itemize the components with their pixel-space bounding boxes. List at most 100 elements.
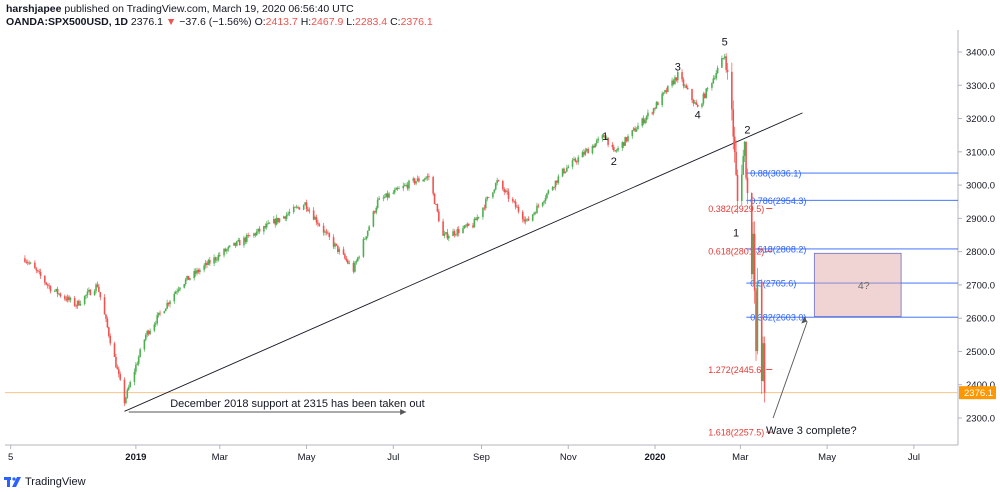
candle-body — [217, 254, 220, 260]
candle-body — [127, 387, 130, 390]
candle-body — [204, 262, 207, 266]
candle-body — [504, 190, 507, 192]
high-value: 2467.9 — [311, 16, 344, 28]
candle-body — [365, 236, 368, 239]
candle-body — [135, 364, 137, 372]
price-tick-label: 3100.0 — [966, 147, 995, 158]
candle-body — [48, 285, 50, 287]
candle-body — [392, 192, 395, 194]
time-tick-label: Mar — [732, 452, 748, 463]
candle-body — [169, 301, 171, 305]
candle-body — [193, 271, 195, 279]
candle-body — [533, 212, 535, 215]
time-tick-label: Nov — [560, 452, 577, 463]
price-axis[interactable]: 2300.0 2400.0 2500.0 2600.0 2700.0 2800.0 2900… — [957, 30, 996, 445]
candle-body — [315, 217, 318, 223]
candle-body — [686, 88, 689, 90]
candle-body — [236, 241, 238, 246]
wave-count-label: 1 — [602, 131, 608, 143]
candle-body — [176, 291, 178, 292]
author-name[interactable]: harshjapee — [6, 3, 62, 15]
candle-body — [76, 300, 79, 307]
candle-body — [705, 88, 708, 98]
candle-body — [375, 207, 378, 213]
candle-body — [507, 191, 510, 199]
time-tick-label: May — [298, 452, 316, 463]
candle-body — [334, 243, 336, 247]
candle-body — [318, 224, 321, 226]
candle-body — [46, 284, 49, 286]
candle-body — [462, 228, 464, 234]
candles-series — [24, 53, 766, 407]
candle-body — [467, 223, 470, 226]
candle-body — [113, 343, 116, 357]
candle-body — [115, 356, 117, 368]
open-value: 2413.7 — [265, 16, 298, 28]
candle-body — [65, 298, 67, 301]
tradingview-footer[interactable]: TradingView — [4, 474, 86, 490]
close-value: 2376.1 — [400, 16, 433, 28]
candle-body — [355, 261, 358, 263]
candle-body — [312, 210, 315, 220]
candle-body — [244, 237, 247, 242]
candle-body — [166, 302, 168, 309]
candle-body — [322, 225, 325, 233]
candle-body — [337, 245, 339, 252]
candle-body — [234, 242, 237, 246]
candle-body — [624, 137, 626, 146]
candle-body — [551, 187, 554, 191]
candle-body — [601, 135, 604, 139]
candle-body — [324, 231, 326, 233]
candle-body — [55, 288, 58, 291]
candle-body — [88, 289, 90, 292]
candle-body — [265, 223, 268, 228]
candle-body — [735, 151, 737, 175]
candle-body — [302, 205, 305, 210]
candle-body — [652, 108, 655, 114]
candle-body — [438, 211, 440, 222]
time-axis[interactable]: 5 2019 Mar May Jul Sep Nov 2020 Mar May Jul — [5, 444, 958, 463]
candle-body — [691, 89, 693, 100]
candle-body — [227, 246, 230, 250]
candle-body — [119, 374, 122, 380]
candle-body — [422, 179, 424, 182]
wave4-box-label: 4? — [858, 280, 870, 292]
candle-body — [657, 102, 659, 106]
candle-body — [726, 69, 729, 72]
candle-body — [425, 177, 427, 180]
candle-body — [716, 67, 719, 74]
candle-body — [49, 286, 52, 292]
candle-body — [651, 112, 653, 114]
candle-body — [396, 188, 399, 189]
candle-body — [492, 192, 494, 198]
candle-body — [521, 211, 524, 220]
symbol-label: OANDA:SPX500USD, 1D — [6, 16, 128, 28]
candle-body — [203, 265, 205, 270]
candle-body — [378, 198, 380, 200]
candle-body — [621, 142, 624, 148]
candle-body — [393, 189, 396, 193]
candle-body — [25, 261, 28, 263]
candle-body — [457, 229, 460, 234]
candle-body — [247, 234, 250, 236]
candle-body — [604, 137, 607, 139]
candle-body — [79, 303, 82, 306]
time-tick-label: Jul — [387, 452, 399, 463]
chart-annotations: 5 3 4 1 2 2 1 December 2018 support at 2315 has… — [128, 36, 857, 437]
candle-body — [762, 343, 764, 381]
candle-body — [255, 231, 258, 236]
candle-body — [476, 217, 479, 221]
candle-body — [125, 397, 127, 404]
candle-body — [627, 136, 629, 142]
candle-body — [295, 206, 298, 208]
candle-body — [143, 339, 146, 350]
candle-body — [36, 270, 39, 272]
candle-body — [631, 130, 634, 137]
candle-body — [395, 188, 397, 190]
fib-retrace-label: 1.272(2445.6) — [708, 365, 764, 375]
candle-body — [594, 143, 597, 148]
wave3-arrow-line — [772, 321, 808, 419]
candle-body — [412, 178, 415, 181]
candle-body — [177, 289, 180, 292]
